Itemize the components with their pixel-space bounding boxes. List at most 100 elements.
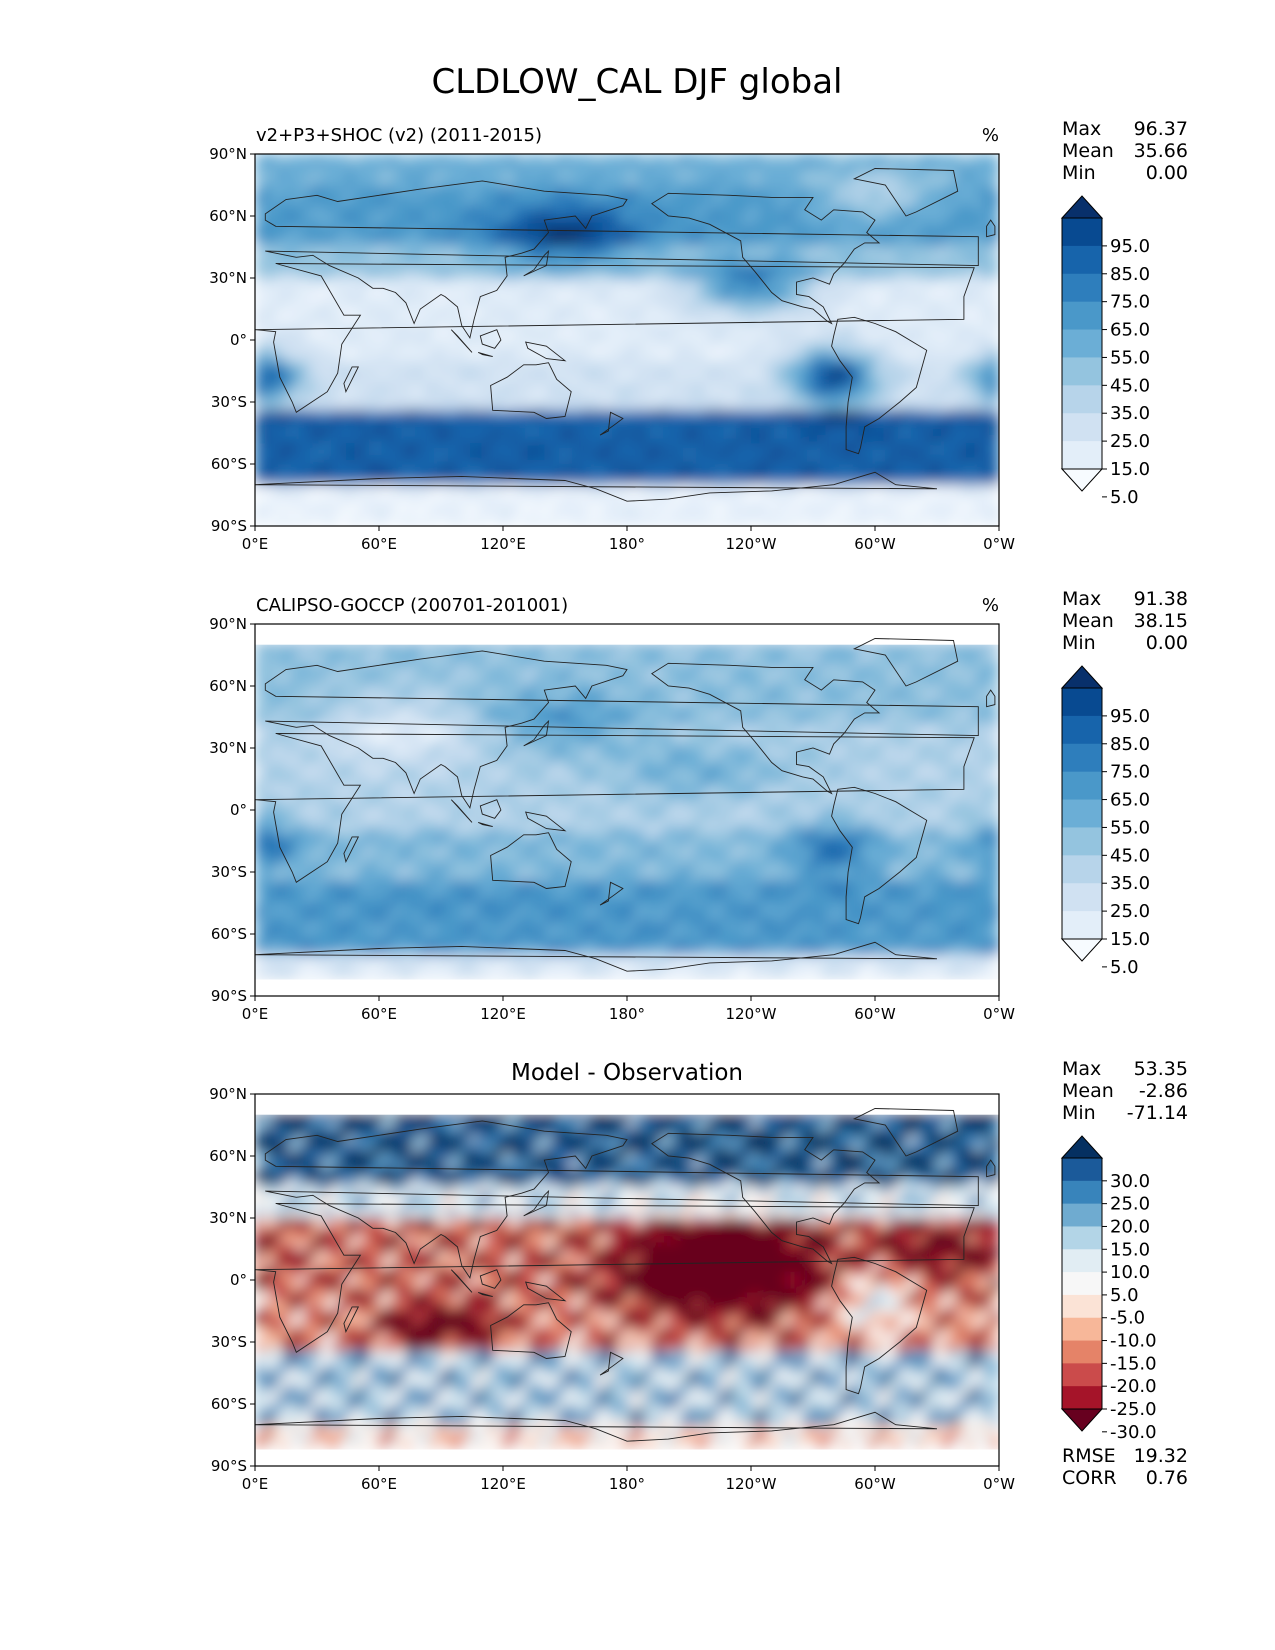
lat-tick-label: 30°N: [209, 269, 247, 287]
lat-tick-label: 0°: [230, 331, 247, 349]
colorbar-segment: [1062, 688, 1102, 717]
metric-corr-label: CORR: [1062, 1467, 1117, 1489]
colorbar-label: 65.0: [1110, 790, 1150, 811]
coastline: [479, 1269, 502, 1289]
colorbar-extend-max: [1060, 665, 1104, 689]
colorbar-label: 25.0: [1110, 431, 1150, 452]
coastline: [490, 362, 572, 419]
lat-tick-label: 0°: [230, 801, 247, 819]
colorbar-label: 45.0: [1110, 845, 1150, 866]
coastline: [831, 1256, 928, 1395]
colorbar-segment: [1062, 1386, 1102, 1410]
colorbar-segment: [1062, 218, 1102, 247]
coastline: [479, 329, 502, 349]
lat-tick-label: 60°N: [209, 207, 247, 225]
colorbar-label: 85.0: [1110, 264, 1150, 285]
coastline: [525, 811, 567, 832]
lon-tick-label: 0°W: [983, 535, 1015, 553]
colorbar-label: 15.0: [1110, 459, 1150, 480]
colorbar-extend-max: [1060, 195, 1104, 219]
coastline: [450, 799, 473, 823]
colorbar-label: 95.0: [1110, 706, 1150, 727]
colorbar-label: 15.0: [1110, 1239, 1150, 1260]
colorbar-segment: [1062, 855, 1102, 884]
colorbar-label: -10.0: [1110, 1331, 1157, 1352]
coastline: [852, 168, 959, 217]
lat-tick-label: 30°S: [211, 1333, 247, 1351]
colorbar-segment: [1062, 1226, 1102, 1250]
stat-mean-label: Mean: [1062, 140, 1114, 162]
colorbar-segment: [1062, 911, 1102, 940]
lon-tick-label: 60°E: [361, 1005, 397, 1023]
stat-mean-value: 35.66: [1134, 140, 1188, 162]
lon-tick-label: 120°W: [726, 535, 777, 553]
panel-title-center: Model - Observation: [511, 1060, 743, 1086]
colorbar-segment: [1062, 413, 1102, 442]
lon-tick-label: 0°E: [242, 1005, 269, 1023]
coastline: [651, 662, 881, 795]
coastline: [255, 941, 938, 996]
coastline: [831, 786, 928, 925]
map-field: [255, 624, 999, 996]
colorbar-segment: [1062, 329, 1102, 358]
stats-box: Max 53.35 Mean -2.86 Min -71.14: [1062, 1058, 1188, 1124]
colorbar-label: -20.0: [1110, 1376, 1157, 1397]
lat-tick-label: 90°S: [211, 987, 247, 1005]
coastline: [255, 471, 938, 526]
lon-tick-label: 60°E: [361, 535, 397, 553]
coastline: [479, 799, 502, 819]
stat-max-label: Max: [1062, 118, 1101, 140]
coastline: [477, 821, 493, 827]
stat-max-value: 96.37: [1134, 118, 1188, 140]
colorbar-label: 20.0: [1110, 1216, 1150, 1237]
stat-min-label: Min: [1062, 1102, 1096, 1124]
colorbar-label: 30.0: [1110, 1171, 1150, 1192]
lat-tick-label: 30°S: [211, 863, 247, 881]
colorbar-label: -30.0: [1110, 1422, 1157, 1443]
colorbar-extend-min: [1060, 468, 1104, 492]
colorbar-segment: [1062, 1294, 1102, 1319]
colorbar-segment: [1062, 883, 1102, 912]
map-field: [255, 1094, 999, 1466]
lon-tick-label: 180°: [609, 1475, 645, 1493]
stat-min-value: 0.00: [1146, 162, 1188, 184]
lat-tick-label: 60°N: [209, 677, 247, 695]
colorbar-segment: [1062, 385, 1102, 414]
stats-box: Max 96.37 Mean 35.66 Min 0.00: [1062, 118, 1188, 184]
coastline: [599, 881, 624, 906]
colorbar-extend-min: [1060, 938, 1104, 962]
colorbar-label: 15.0: [1110, 929, 1150, 950]
lat-tick-label: 30°N: [209, 1209, 247, 1227]
panel-units: %: [982, 125, 999, 146]
colorbar-label: 5.0: [1110, 487, 1139, 508]
colorbar-segment: [1062, 743, 1102, 773]
panel-title-left: v2+P3+SHOC (v2) (2011-2015): [256, 125, 542, 146]
coastline: [255, 1411, 938, 1466]
colorbar-label: -5.0: [1110, 1308, 1145, 1329]
coastline: [343, 1306, 360, 1334]
coastline: [343, 366, 360, 394]
colorbar-segment: [1062, 1158, 1102, 1182]
colorbar: 95.0 85.0 75.0 65.0 55.0 45.0 35.0 25.0 15.0 5.0: [1060, 665, 1150, 978]
lat-tick-label: 0°: [230, 1271, 247, 1289]
axis-ticks: 90°N 60°N 30°N 0° 30°S 60°S 90°S0°E 60°E 120°E 18…: [209, 615, 1015, 1023]
panel-model: v2+P3+SHOC (v2) (2011-2015) % 90°N 60°N 30…: [209, 118, 1188, 553]
lat-tick-label: 60°S: [211, 455, 247, 473]
colorbar-label: 45.0: [1110, 375, 1150, 396]
panel-difference: Model - Observation 90°N 60°N 30°N 0° 30°S 60…: [209, 1058, 1188, 1493]
colorbar-label: 85.0: [1110, 734, 1150, 755]
coastline: [651, 1132, 881, 1265]
coastline: [450, 1269, 473, 1293]
lon-tick-label: 120°W: [726, 1005, 777, 1023]
colorbar-segment: [1062, 357, 1102, 386]
lon-tick-label: 180°: [609, 1005, 645, 1023]
colorbar-segment: [1062, 245, 1102, 275]
colorbar-label: 25.0: [1110, 901, 1150, 922]
stat-min-value: -71.14: [1127, 1102, 1188, 1124]
metric-corr-value: 0.76: [1146, 1467, 1188, 1489]
coastline: [831, 316, 928, 455]
colorbar-frame: [1061, 217, 1103, 470]
coastline: [986, 689, 996, 708]
coastline: [599, 1351, 624, 1376]
colorbar-frame: [1061, 1157, 1103, 1410]
